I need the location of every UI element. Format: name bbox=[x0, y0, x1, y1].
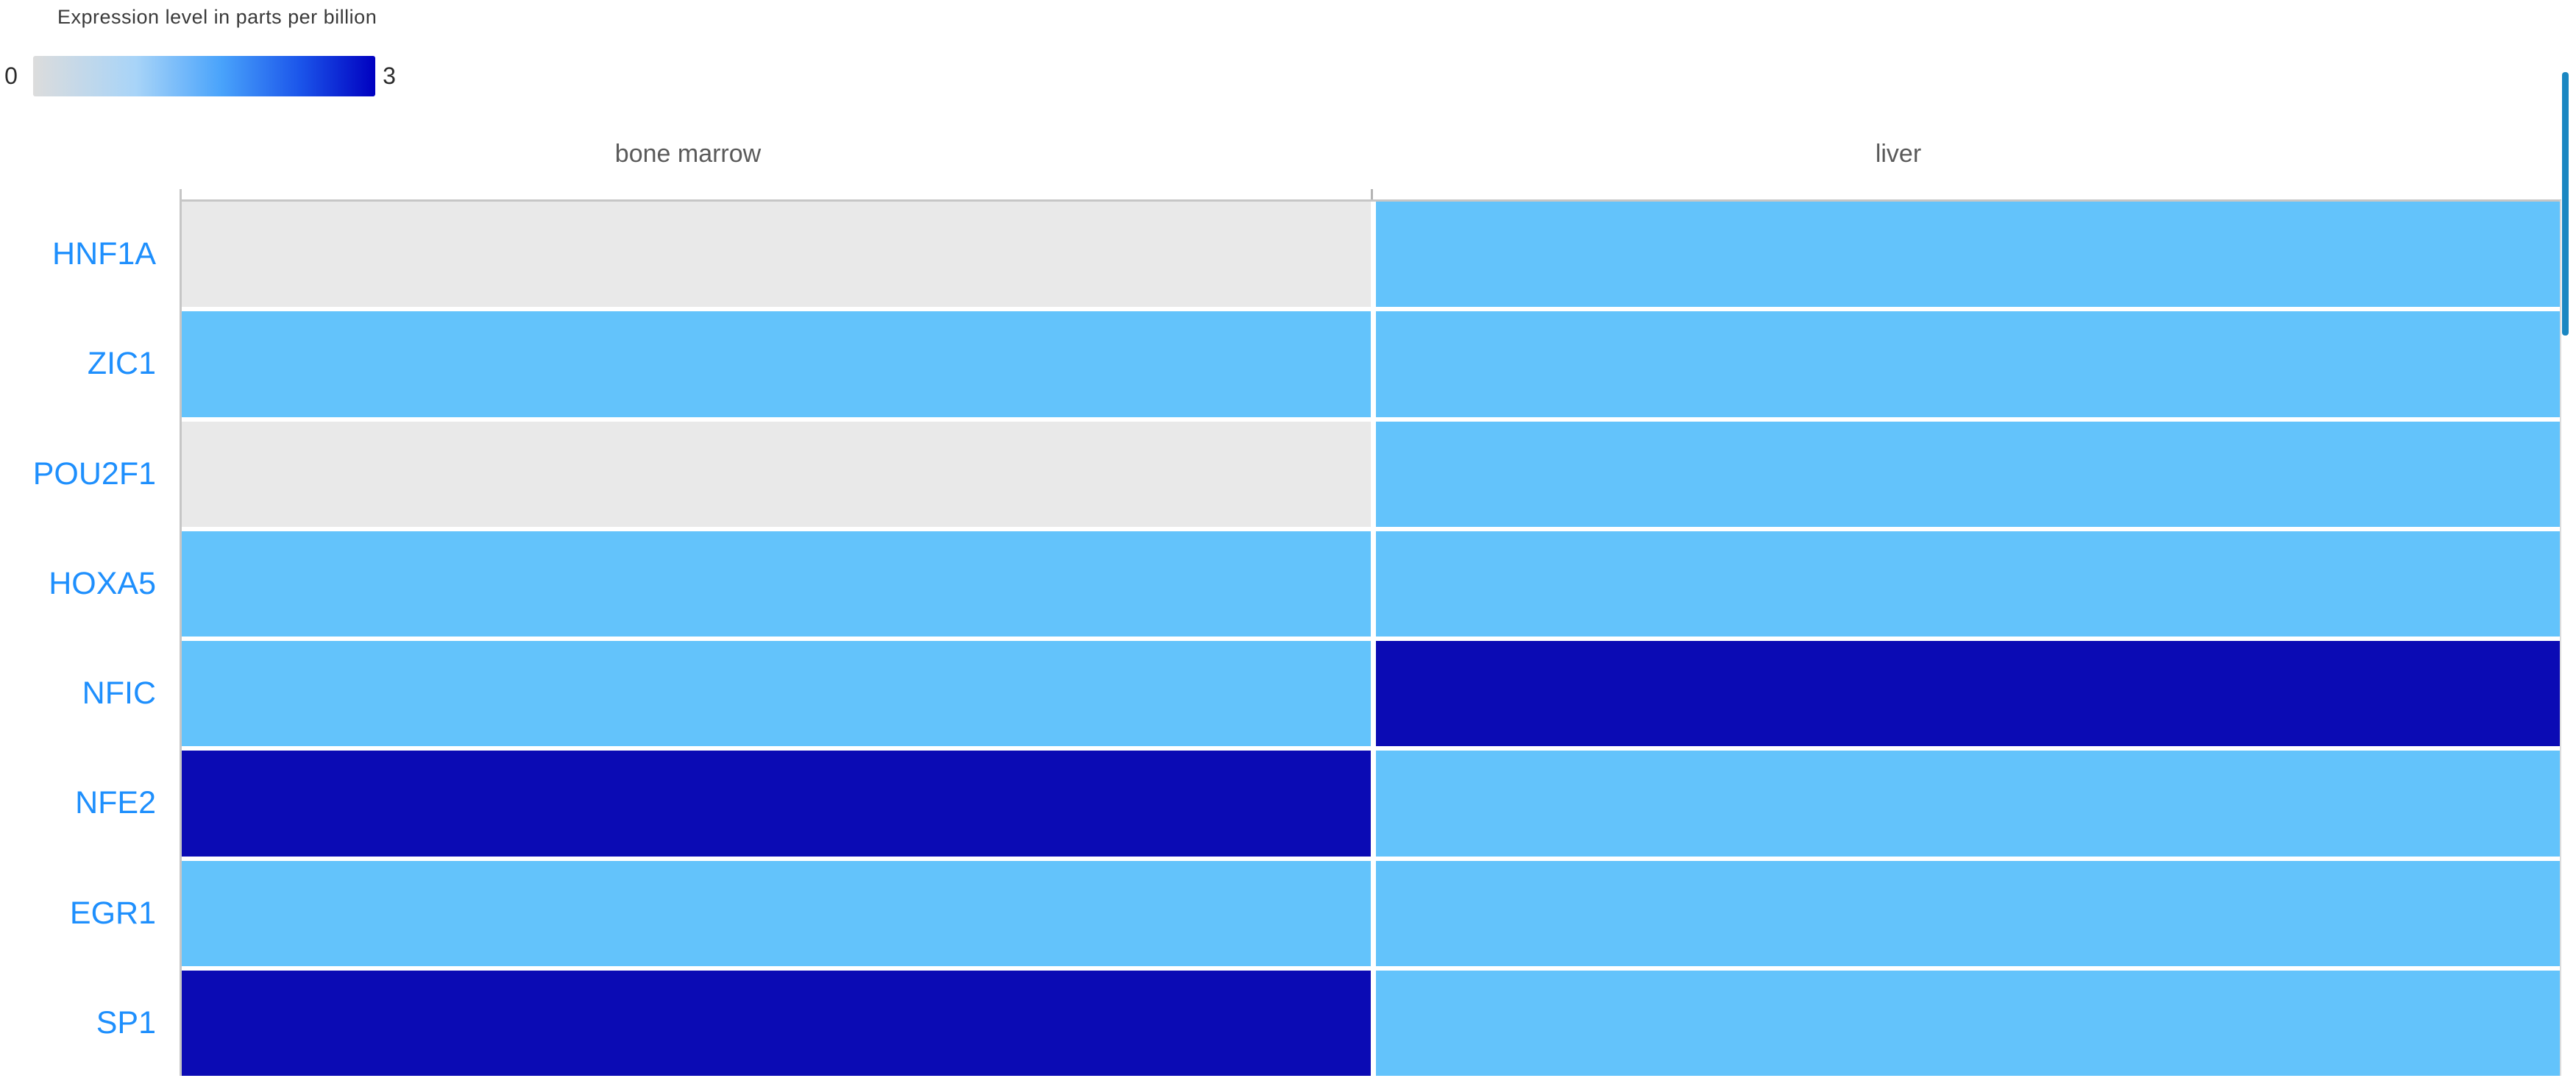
row-label-hnf1a[interactable]: HNF1A bbox=[52, 236, 156, 272]
legend-min-label: 0 bbox=[4, 63, 18, 89]
heatmap-cell-hoxa5-liver[interactable] bbox=[1376, 531, 2560, 637]
heatmap-left-border bbox=[180, 189, 182, 1076]
row-labels: HNF1A ZIC1 POU2F1 HOXA5 NFIC NFE2 EGR1 SP1 bbox=[0, 202, 156, 1076]
column-header-liver: liver bbox=[1875, 140, 1922, 168]
heatmap-cell-egr1-liver[interactable] bbox=[1376, 860, 2560, 966]
legend-max-label: 3 bbox=[383, 63, 396, 89]
row-label-sp1[interactable]: SP1 bbox=[96, 1004, 156, 1040]
heatmap-cell-hnf1a-bone-marrow[interactable] bbox=[182, 202, 1371, 308]
heatmap-top-border bbox=[180, 199, 2561, 202]
heatmap-grid bbox=[182, 202, 2560, 1076]
row-label-zic1[interactable]: ZIC1 bbox=[87, 346, 156, 382]
heatmap-right-border bbox=[2560, 200, 2561, 1076]
heatmap-cell-hnf1a-liver[interactable] bbox=[1376, 202, 2560, 308]
heatmap-cell-nfe2-bone-marrow[interactable] bbox=[182, 751, 1371, 857]
heatmap-cell-hoxa5-bone-marrow[interactable] bbox=[182, 531, 1371, 637]
heatmap-cell-sp1-bone-marrow[interactable] bbox=[182, 970, 1371, 1076]
column-header-bone-marrow: bone marrow bbox=[614, 140, 762, 168]
heatmap-cell-zic1-bone-marrow[interactable] bbox=[182, 311, 1371, 417]
row-label-nfic[interactable]: NFIC bbox=[82, 676, 156, 712]
row-label-pou2f1[interactable]: POU2F1 bbox=[32, 455, 156, 492]
legend-title: Expression level in parts per billion bbox=[57, 6, 377, 28]
legend-gradient-bar bbox=[33, 56, 375, 96]
row-label-hoxa5[interactable]: HOXA5 bbox=[49, 565, 156, 601]
heatmap-cell-nfic-liver[interactable] bbox=[1376, 641, 2560, 747]
row-label-egr1[interactable]: EGR1 bbox=[69, 895, 156, 931]
heatmap-cell-nfic-bone-marrow[interactable] bbox=[182, 641, 1371, 747]
heatmap-cell-sp1-liver[interactable] bbox=[1376, 970, 2560, 1076]
row-label-nfe2[interactable]: NFE2 bbox=[75, 785, 156, 821]
vertical-scrollbar-thumb[interactable] bbox=[2562, 72, 2569, 336]
heatmap-cell-zic1-liver[interactable] bbox=[1376, 311, 2560, 417]
heatmap-cell-pou2f1-bone-marrow[interactable] bbox=[182, 421, 1371, 527]
heatmap-cell-pou2f1-liver[interactable] bbox=[1376, 421, 2560, 527]
heatmap-cell-egr1-bone-marrow[interactable] bbox=[182, 860, 1371, 966]
heatmap-cell-nfe2-liver[interactable] bbox=[1376, 751, 2560, 857]
column-divider-tick bbox=[1371, 189, 1373, 199]
